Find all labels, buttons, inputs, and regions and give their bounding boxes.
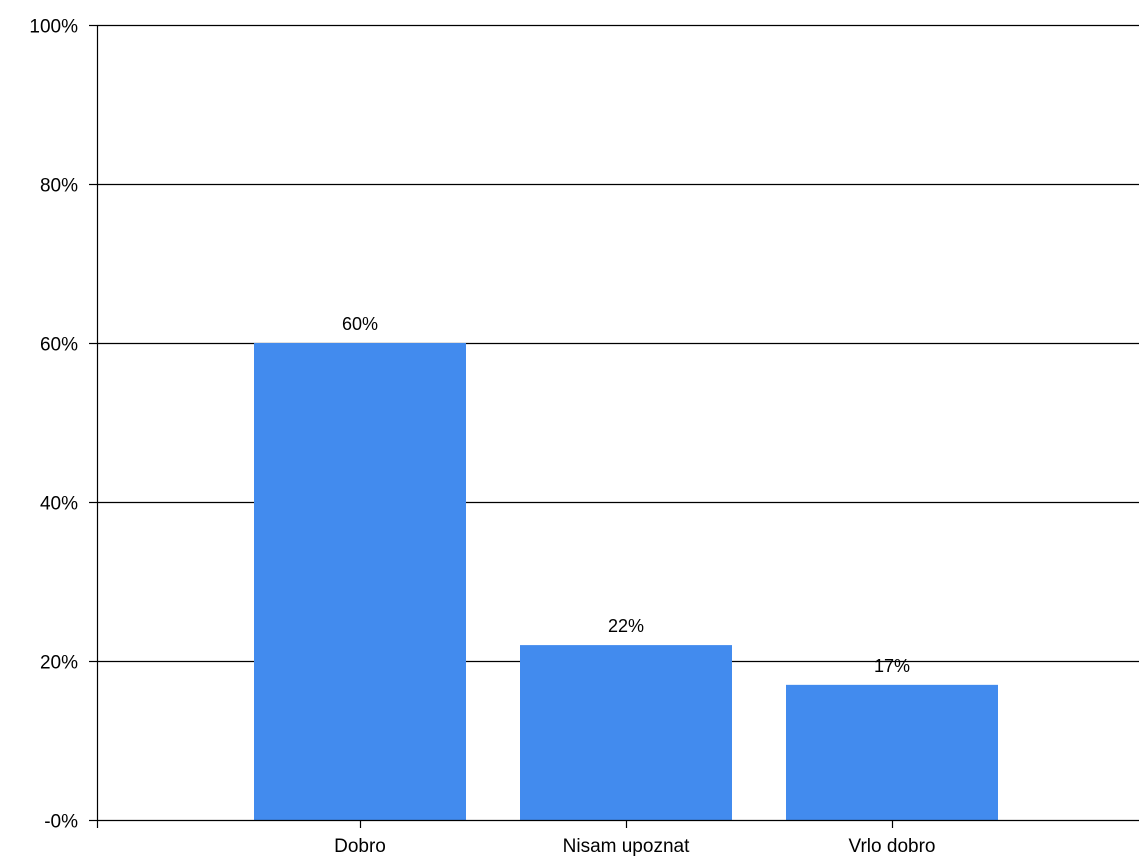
- bar-3: [786, 684, 998, 820]
- bar-1: [254, 343, 466, 820]
- data-label: 17%: [874, 656, 910, 676]
- axes: [89, 24, 1139, 828]
- y-tick-label: 100%: [29, 17, 78, 38]
- y-tick-label: 60%: [40, 335, 78, 356]
- bar-2: [520, 645, 732, 820]
- y-tick-label: 20%: [40, 653, 78, 674]
- y-tick-label: -0%: [44, 812, 78, 833]
- data-label: 60%: [342, 314, 378, 334]
- bars: [254, 343, 998, 820]
- x-tick-label: Nisam upoznat: [563, 836, 690, 857]
- x-tick-label: Vrlo dobro: [849, 836, 936, 857]
- y-tick-label: 40%: [40, 494, 78, 515]
- data-label: 22%: [608, 616, 644, 636]
- y-tick-label: 80%: [40, 176, 78, 197]
- x-tick-label: Dobro: [334, 836, 386, 857]
- gridlines: [97, 24, 1139, 663]
- labels: -0% 20% 40% 60% 80% 100% Dobro 60% Nisam upoznat…: [29, 17, 935, 858]
